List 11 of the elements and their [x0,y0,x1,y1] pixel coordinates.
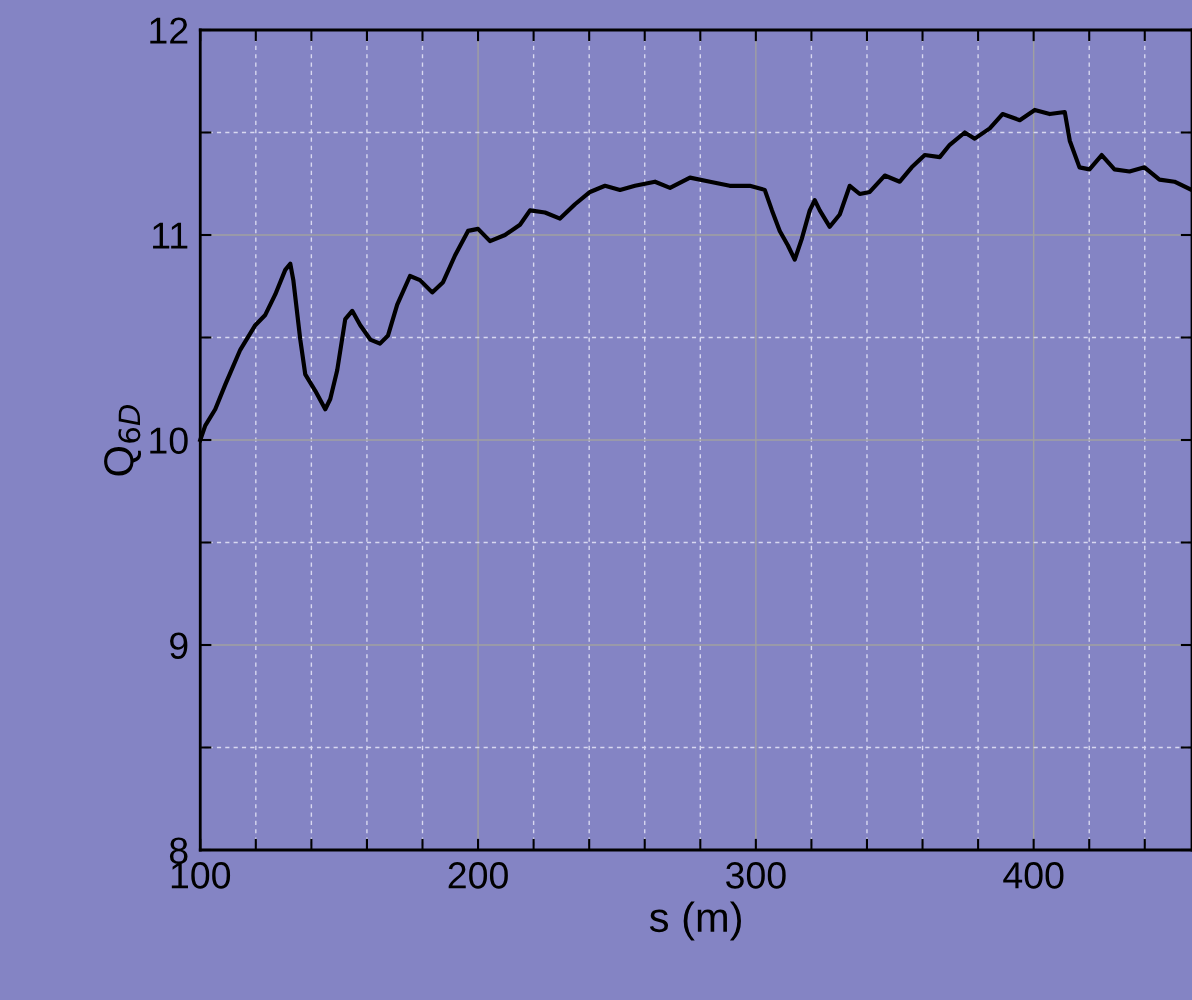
y-tick-label: 9 [170,632,188,659]
y-tick-label: 10 [150,427,188,454]
x-tick-label: 400 [1003,862,1064,889]
x-axis-title: s (m) [649,901,741,941]
x-tick-label: 100 [171,862,231,889]
x-tick-label: 300 [726,862,786,889]
y-tick-label: 8 [169,837,188,864]
y-axis-title: Q$_{6D}$ [104,405,142,476]
y-tick-label: 11 [153,222,188,249]
x-tick-label: 200 [448,862,508,889]
y-tick-label: 12 [150,17,188,44]
